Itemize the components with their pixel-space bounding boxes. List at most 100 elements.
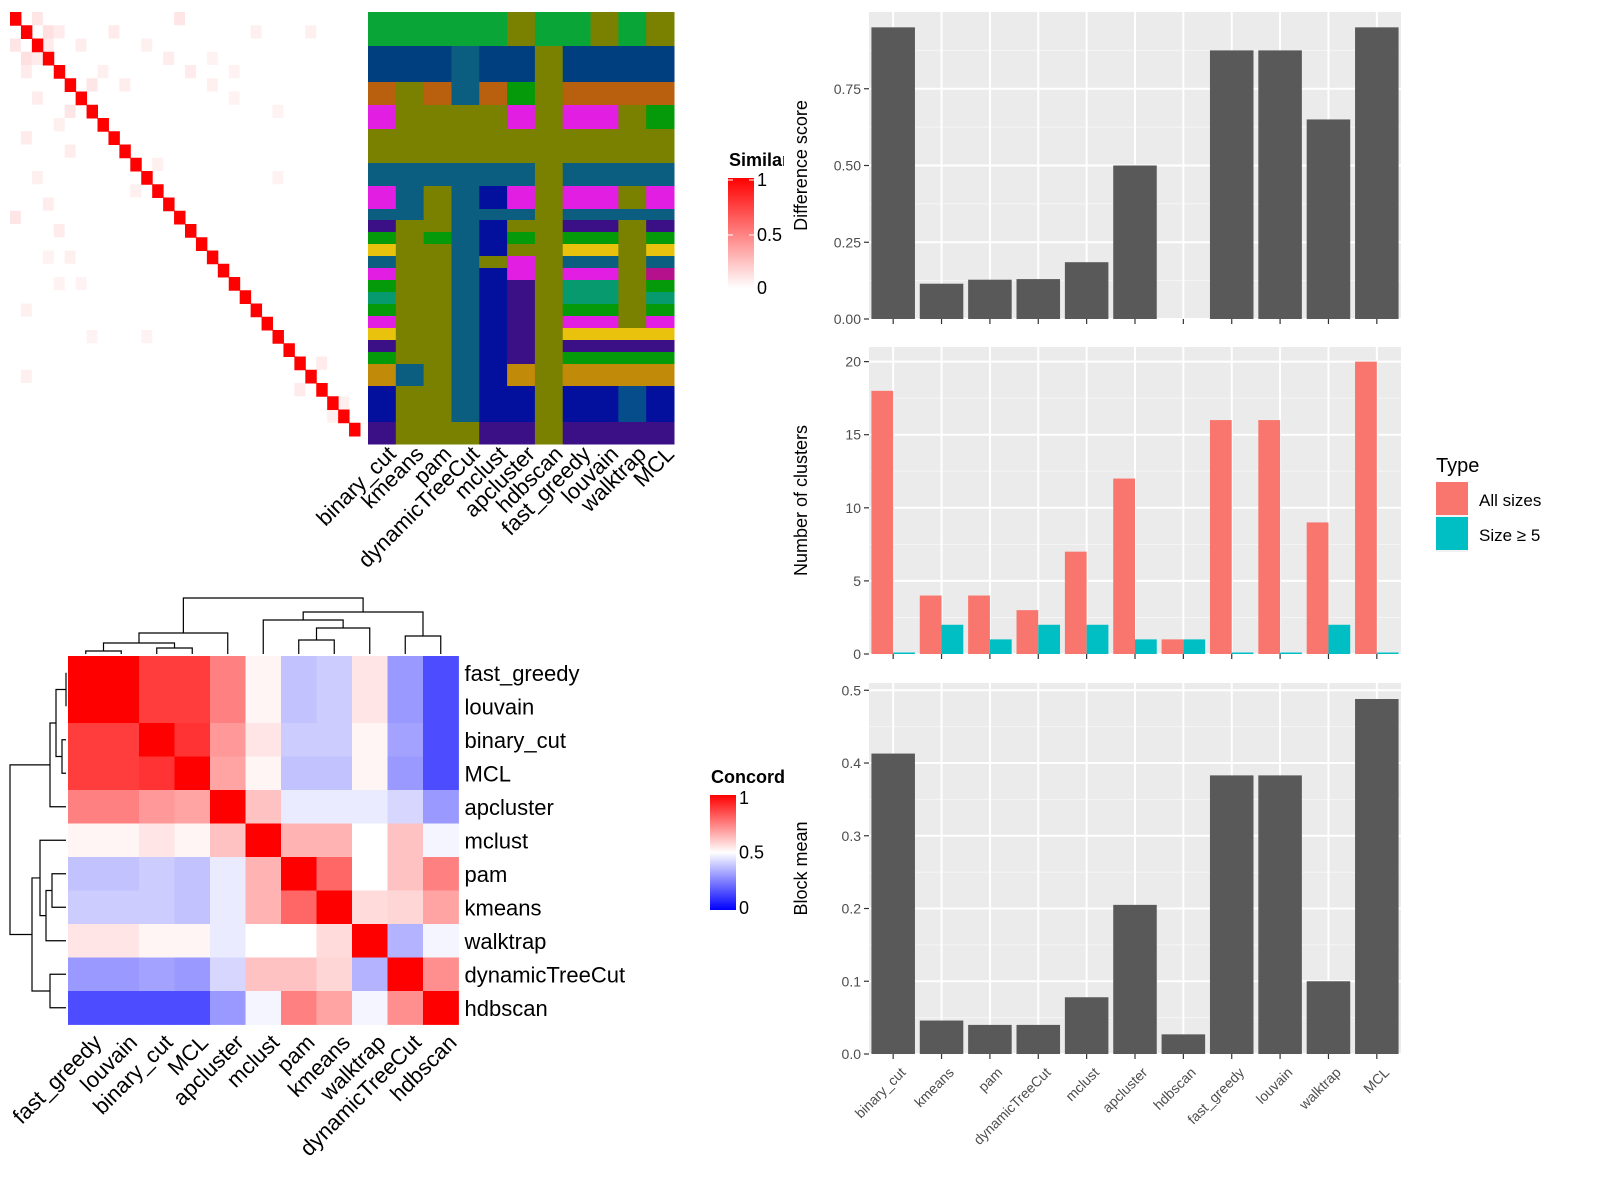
cluster-cell-15 xyxy=(479,46,508,83)
cluster-cell-35 xyxy=(423,105,452,130)
cluster-cell-86 xyxy=(618,209,647,221)
concordance-cell-3-2 xyxy=(139,756,175,791)
cluster-cell-47 xyxy=(451,129,480,164)
cluster-cell-141 xyxy=(618,268,647,281)
cluster-cell-31 xyxy=(618,82,647,106)
difference-score-bar-5 xyxy=(1113,165,1157,319)
cluster-cell-57 xyxy=(423,163,452,187)
number-of-clusters-bar-Allsizes-10 xyxy=(1355,361,1377,654)
block-mean-y-tick-label: 0.0 xyxy=(842,1046,862,1062)
cluster-cell-144 xyxy=(395,280,425,293)
concordance-cell-4-6 xyxy=(281,790,317,824)
concordance-cell-8-9 xyxy=(387,924,424,958)
block-mean-x-tick-label: kmeans xyxy=(911,1064,957,1110)
similarity-cell-15 xyxy=(250,25,262,39)
cluster-cell-124 xyxy=(451,256,480,269)
cluster-cell-40 xyxy=(562,105,592,130)
cluster-cell-33 xyxy=(368,105,397,130)
cluster-cell-180 xyxy=(479,316,508,329)
cluster-cell-252 xyxy=(646,422,675,445)
cluster-cell-193 xyxy=(534,328,564,341)
cluster-cell-239 xyxy=(590,386,619,423)
cluster-cell-92 xyxy=(479,220,508,233)
cluster-cell-167 xyxy=(423,304,452,317)
concordance-cell-3-10 xyxy=(423,756,459,791)
concordance-cell-3-5 xyxy=(245,756,282,791)
block-mean-bar-9 xyxy=(1306,981,1351,1054)
concordance-cell-3-0 xyxy=(68,756,104,791)
similarity-cell-2 xyxy=(31,12,43,26)
concordance-cell-3-3 xyxy=(174,756,211,791)
similarity-cell-13 xyxy=(206,78,218,92)
number-of-clusters-bar-Size5-2 xyxy=(989,639,1012,654)
similarity-cell-sym-10 xyxy=(42,197,54,211)
cluster-cell-10 xyxy=(646,12,675,47)
cluster-cell-127 xyxy=(534,256,564,269)
concordance-cell-6-10 xyxy=(423,857,459,891)
number-of-clusters-bar-Size5-5 xyxy=(1135,639,1157,654)
concordance-cell-10-5 xyxy=(245,991,282,1025)
similarity-cell-sym-18 xyxy=(20,369,32,383)
cluster-cell-26 xyxy=(479,82,508,106)
number-of-clusters-bar-Allsizes-3 xyxy=(1016,610,1039,654)
similarity-cell-20 xyxy=(42,250,54,264)
concordance-cell-6-3 xyxy=(174,857,211,891)
similarity-cell-18 xyxy=(305,25,317,39)
cluster-cell-111 xyxy=(395,244,425,257)
cluster-cell-67 xyxy=(395,186,425,210)
concordance-cell-0-1 xyxy=(103,656,140,690)
concordance-cell-10-9 xyxy=(387,991,424,1025)
cluster-cell-20 xyxy=(618,46,647,83)
concordance-cell-5-9 xyxy=(387,823,424,858)
cluster-cell-115 xyxy=(507,244,536,257)
block-mean-bar-4 xyxy=(1064,997,1109,1054)
concordance-row-label: fast_greedy xyxy=(465,661,580,686)
cluster-cell-24 xyxy=(423,82,452,106)
row-dendro-branch xyxy=(9,764,50,936)
cluster-cell-166 xyxy=(395,304,425,317)
concordance-cell-6-5 xyxy=(245,857,282,891)
cluster-cell-210 xyxy=(395,352,425,365)
similarity-diagonal-cell-7 xyxy=(86,104,98,119)
cluster-cell-58 xyxy=(451,163,480,187)
cluster-cell-186 xyxy=(646,316,675,329)
concordance-cell-8-3 xyxy=(174,924,211,958)
block-mean-bar-5 xyxy=(1113,904,1157,1054)
similarity-diagonal-cell-30 xyxy=(338,409,350,424)
concordance-cell-9-9 xyxy=(387,957,424,992)
cluster-cell-101 xyxy=(423,232,452,245)
number-of-clusters-bar-Allsizes-6 xyxy=(1161,639,1184,654)
cluster-cell-116 xyxy=(534,244,564,257)
concordance-cell-10-4 xyxy=(210,991,246,1025)
number-of-clusters-bar-Size5-0 xyxy=(893,652,915,654)
similarity-diagonal-cell-21 xyxy=(239,290,252,304)
concordance-cell-6-7 xyxy=(316,857,353,891)
concordance-cell-5-7 xyxy=(316,823,353,858)
cluster-cell-106 xyxy=(562,232,592,245)
cluster-cell-199 xyxy=(395,340,425,353)
cluster-cell-170 xyxy=(507,304,536,317)
number-of-clusters-bar-Size5-6 xyxy=(1183,639,1206,654)
col-dendro-branch xyxy=(182,597,364,633)
concordance-cell-0-5 xyxy=(245,656,282,690)
block-mean-bar-6 xyxy=(1161,1034,1206,1054)
cluster-cell-185 xyxy=(618,316,647,329)
similarity-cell-sym-4 xyxy=(86,78,98,92)
cluster-cell-123 xyxy=(423,256,452,269)
number-of-clusters-bar-Allsizes-9 xyxy=(1306,522,1329,654)
number-of-clusters-bar-Size5-10 xyxy=(1376,652,1399,654)
cluster-cell-192 xyxy=(507,328,536,341)
concordance-cell-9-7 xyxy=(316,957,353,992)
concordance-cell-4-7 xyxy=(316,790,353,824)
cluster-cell-5 xyxy=(507,12,536,47)
cluster-cell-8 xyxy=(590,12,619,47)
concordance-cell-9-2 xyxy=(139,957,175,992)
cluster-cell-9 xyxy=(618,12,647,47)
similarity-cell-19 xyxy=(327,409,339,423)
cluster-cell-77 xyxy=(368,209,397,221)
similarity-cell-21 xyxy=(53,277,65,291)
concordance-cell-9-1 xyxy=(103,957,140,992)
cluster-cell-238 xyxy=(562,386,592,423)
cluster-cell-142 xyxy=(646,268,675,281)
